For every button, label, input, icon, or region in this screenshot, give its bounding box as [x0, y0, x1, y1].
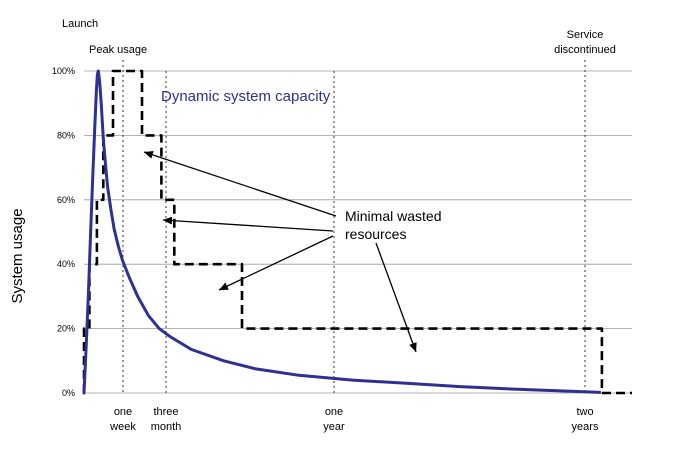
y-tick-label: 60% — [57, 195, 75, 205]
x-label-one-year-line2: year — [323, 421, 345, 433]
x-label-one-year-line1: one — [325, 406, 343, 418]
service-label-line2: discontinued — [554, 44, 616, 56]
series-line-dynamic-capacity — [82, 69, 602, 395]
y-tick-label: 80% — [57, 130, 75, 140]
annotation-line1: Minimal wasted — [345, 208, 441, 224]
time-marker-lines — [122, 60, 586, 395]
x-label-two-years-line2: years — [572, 421, 599, 433]
arrow-to-three-month-gap — [162, 216, 334, 232]
annotation-line2: resources — [345, 226, 406, 242]
x-label-two-years-line1: two — [576, 406, 593, 418]
y-tick-label: 100% — [52, 66, 75, 76]
series-layer — [82, 69, 632, 395]
x-label-one-week-line1: one — [114, 406, 132, 418]
y-tick-label: 0% — [62, 388, 75, 398]
y-axis-label: System usage — [9, 208, 26, 303]
y-tick-label: 20% — [57, 324, 75, 334]
x-label-three-month-line1: three — [153, 406, 178, 418]
peak-usage-label: Peak usage — [89, 44, 147, 56]
arrow-to-peak-gap — [143, 151, 337, 217]
y-tick-label: 40% — [57, 259, 75, 269]
launch-label: Launch — [62, 18, 98, 30]
x-marker-labels: one week three month one year two years — [109, 406, 599, 433]
arrow-to-tail-gap — [375, 242, 417, 353]
annotation-arrows — [143, 151, 417, 353]
x-label-one-week-line2: week — [109, 421, 136, 433]
x-label-three-month-line2: month — [151, 421, 182, 433]
arrow-to-mid-gap — [218, 235, 334, 291]
series-label-dynamic-capacity: Dynamic system capacity — [161, 88, 331, 105]
y-tick-labels: 0% 20% 40% 60% 80% 100% — [52, 66, 75, 398]
series-line-provisioned-capacity — [82, 69, 632, 395]
service-label-line1: Service — [567, 29, 604, 41]
